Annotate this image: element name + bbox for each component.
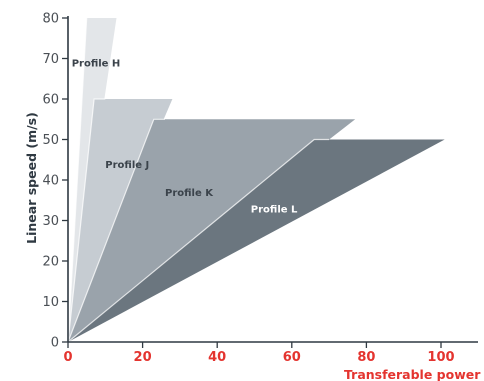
y-tick-label: 30 (42, 214, 59, 229)
x-tick-label: 100 (427, 350, 454, 365)
y-axis-label: Linear speed (m/s) (24, 112, 39, 244)
y-tick-label: 80 (42, 12, 59, 27)
y-tick-label: 0 (51, 336, 59, 351)
y-ticks: 0 10 20 30 40 50 60 70 80 (42, 12, 68, 351)
profile-labels: Profile H Profile J Profile K Profile L (72, 59, 298, 216)
x-ticks: 0 20 40 60 80 100 (63, 342, 455, 365)
profile-h-edge-line (67, 17, 88, 343)
profile-j-edge-line (67, 98, 106, 343)
x-axis-label: Transferable power (kW) (344, 367, 484, 381)
profile-k-edge-line (67, 118, 165, 343)
y-tick-label: 20 (42, 255, 59, 270)
profile-h-label: Profile H (72, 59, 121, 70)
y-tick-label: 60 (42, 93, 59, 108)
profile-edges (67, 17, 330, 343)
y-tick-label: 10 (42, 295, 59, 310)
profile-l-region (68, 139, 445, 342)
x-tick-label: 80 (357, 350, 375, 365)
y-tick-label: 70 (42, 52, 59, 67)
y-tick-label: 40 (42, 174, 59, 189)
x-tick-label: 60 (283, 350, 301, 365)
x-tick-label: 0 (63, 350, 72, 365)
axes (67, 16, 478, 343)
x-tick-label: 40 (208, 350, 226, 365)
x-tick-label: 20 (134, 350, 152, 365)
profile-j-label: Profile J (105, 160, 149, 171)
profile-k-label: Profile K (165, 188, 214, 199)
profile-regions (68, 18, 445, 342)
y-tick-label: 50 (42, 133, 59, 148)
profile-l-edge-line (67, 138, 330, 343)
profile-l-label: Profile L (251, 204, 298, 215)
